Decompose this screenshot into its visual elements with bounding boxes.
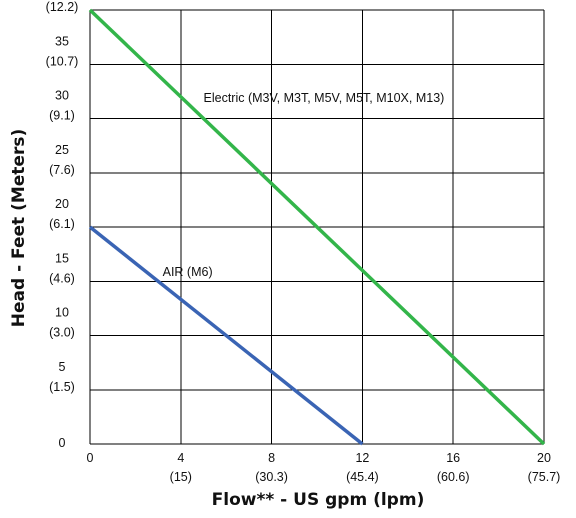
series-label-1: AIR (M6) bbox=[163, 265, 213, 279]
x-tick-label-12: 12 bbox=[355, 451, 369, 465]
y-tick-label-15: 15 bbox=[55, 251, 69, 265]
series-line-1 bbox=[88, 225, 364, 446]
x-axis-title: Flow** - US gpm (lpm) bbox=[212, 490, 425, 510]
y-axis-title: Head - Feet (Meters) bbox=[9, 129, 29, 327]
x-tick-label-4: 4 bbox=[177, 451, 184, 465]
y-tick-label-25: 25 bbox=[55, 143, 69, 157]
y-tick-sub-25: (7.6) bbox=[49, 163, 75, 177]
y-tick-label-10: 10 bbox=[55, 306, 69, 320]
series-labels: Electric (M3V, M3T, M5V, M5T, M10X, M13)… bbox=[163, 91, 445, 279]
x-tick-label-16: 16 bbox=[446, 451, 460, 465]
y-tick-label-30: 30 bbox=[55, 89, 69, 103]
x-tick-label-20: 20 bbox=[537, 451, 551, 465]
y-tick-sub-10: (3.0) bbox=[49, 326, 75, 340]
y-tick-label-5: 5 bbox=[59, 360, 66, 374]
y-tick-label-20: 20 bbox=[55, 197, 69, 211]
x-tick-label-0: 0 bbox=[87, 451, 94, 465]
y-tick-sub-40: (12.2) bbox=[46, 0, 79, 14]
x-tick-sub-16: (60.6) bbox=[437, 470, 470, 484]
grid-lines bbox=[89, 9, 545, 445]
series-line-0 bbox=[88, 8, 546, 446]
y-tick-sub-35: (10.7) bbox=[46, 54, 79, 68]
x-tick-sub-12: (45.4) bbox=[346, 470, 379, 484]
x-axis-ticks: 0 4 (15) 8 (30.3) 12 (45.4) 16 (60.6) 20 (75.7) bbox=[87, 451, 561, 484]
x-tick-sub-8: (30.3) bbox=[255, 470, 288, 484]
series-lines bbox=[88, 8, 546, 446]
y-tick-sub-20: (6.1) bbox=[49, 217, 75, 231]
x-tick-sub-20: (75.7) bbox=[528, 470, 561, 484]
y-axis-ticks: 0 5 (1.5) 10 (3.0) 15 (4.6) 20 (6.1) 25 (7.6) 30 (9.… bbox=[46, 0, 79, 450]
y-tick-sub-15: (4.6) bbox=[49, 271, 75, 285]
y-tick-sub-5: (1.5) bbox=[49, 380, 75, 394]
x-tick-sub-4: (15) bbox=[170, 470, 192, 484]
y-tick-label-35: 35 bbox=[55, 34, 69, 48]
y-tick-sub-30: (9.1) bbox=[49, 109, 75, 123]
series-label-0: Electric (M3V, M3T, M5V, M5T, M10X, M13) bbox=[204, 91, 445, 105]
x-tick-label-8: 8 bbox=[268, 451, 275, 465]
y-tick-label-0: 0 bbox=[59, 436, 66, 450]
